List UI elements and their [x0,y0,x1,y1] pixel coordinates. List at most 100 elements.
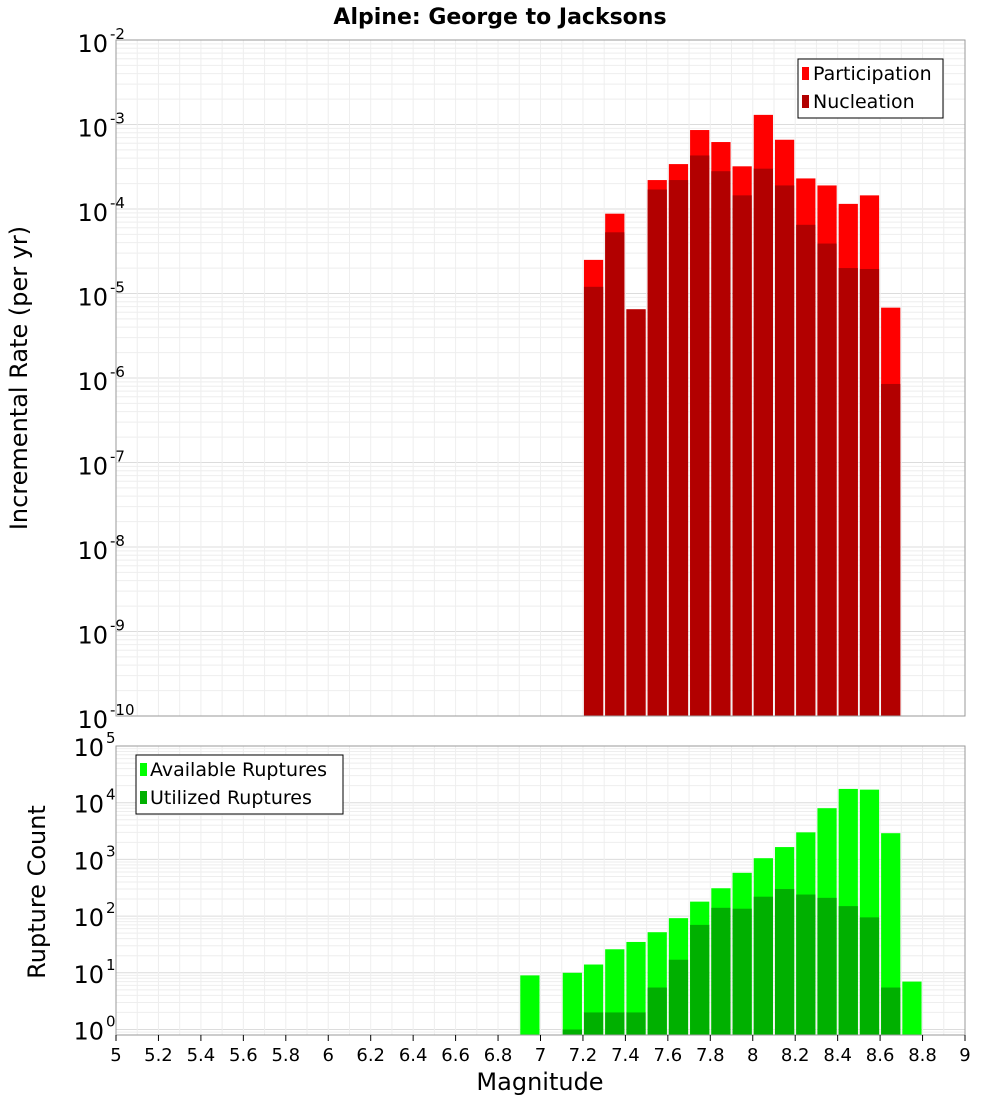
available-legend-swatch [140,763,147,776]
top-bar-nucleation [838,268,858,716]
bottom-bar-utilized-ruptures [732,908,752,1035]
top-legend-box [797,58,944,119]
top-y-axis-label: Incremental Rate (per yr) [5,226,33,530]
bottom-bar-utilized-ruptures [753,896,773,1035]
x-tick-label: 5 [110,1045,121,1066]
top-y-tick-label: 10 [77,115,108,143]
nucleation-legend-label: Nucleation [813,91,915,113]
bottom-bar-utilized-ruptures [626,1012,646,1035]
x-tick-label: 6.6 [441,1045,470,1066]
x-tick-label: 6 [323,1045,334,1066]
top-bar-nucleation [796,224,816,716]
utilized-legend-swatch [140,791,147,804]
utilized-legend-label: Utilized Ruptures [150,787,312,809]
top-y-tick-label: 10 [77,199,108,227]
x-tick-label: 5.4 [187,1045,216,1066]
bottom-bar-utilized-ruptures [838,906,858,1035]
x-tick-label: 6.8 [484,1045,513,1066]
top-bar-nucleation [711,171,731,716]
x-tick-label: 5.8 [271,1045,300,1066]
top-y-tick-label: 10 [77,368,108,396]
bottom-y-tick-exponent: 5 [106,729,116,747]
bottom-legend-box [135,754,344,815]
top-y-tick-exponent: -2 [110,25,125,43]
top-bar-nucleation [859,268,880,716]
bottom-bar-utilized-ruptures [562,1029,582,1035]
bottom-bar-utilized-ruptures [817,897,837,1035]
bottom-y-tick-exponent: 0 [106,1013,116,1031]
top-bar-nucleation [605,232,625,716]
bottom-bar-utilized-ruptures [605,1012,625,1035]
top-y-tick-exponent: -6 [110,363,125,381]
bottom-y-tick-label: 10 [73,734,104,762]
top-bar-nucleation [817,243,837,716]
top-bar-nucleation [774,185,795,717]
top-y-tick-exponent: -4 [110,194,125,212]
top-y-ticks: 10-210-310-410-510-610-710-810-910-10 [77,25,134,734]
available-legend-label: Available Ruptures [150,759,327,781]
top-y-tick-label: 10 [77,706,108,734]
x-tick-label: 8.6 [866,1045,895,1066]
top-bar-nucleation [647,189,667,716]
x-tick-label: 5.2 [144,1045,173,1066]
top-grid [115,39,966,717]
x-tick-label: 7.6 [654,1045,683,1066]
bottom-y-tick-label: 10 [73,961,104,989]
x-tick-label: 7.8 [696,1045,725,1066]
x-tick-label: 7 [535,1045,546,1066]
bottom-y-tick-label: 10 [73,791,104,819]
bottom-bar-available-ruptures [562,972,582,1035]
chart-title: Alpine: George to Jacksons [333,5,666,30]
bottom-bar-utilized-ruptures [711,907,731,1035]
x-ticks: 5 5.2 5.4 5.6 5.8 6 6.2 6.4 6.6 6.8 7 7.2 7.4 7.6 7.8 8… [110,1035,971,1066]
x-tick-label: 7.2 [569,1045,598,1066]
x-tick-label: 6.2 [356,1045,385,1066]
top-bar-nucleation [753,168,773,717]
bottom-bars [520,788,922,1035]
top-y-tick-label: 10 [77,453,108,481]
bottom-y-tick-exponent: 3 [106,842,116,860]
participation-legend-swatch [802,67,809,80]
top-legend: Participation Nucleation [797,58,944,119]
bottom-bar-available-ruptures [520,975,540,1035]
bottom-y-tick-label: 10 [73,1018,104,1046]
bottom-bar-utilized-ruptures [690,924,710,1035]
top-y-tick-label: 10 [77,284,108,312]
top-bar-nucleation [668,180,689,716]
nucleation-legend-swatch [802,95,809,108]
x-tick-label: 8.4 [823,1045,852,1066]
x-tick-label: 8 [747,1045,758,1066]
top-bar-nucleation [626,309,646,716]
bottom-bar-utilized-ruptures [583,1012,604,1035]
x-tick-label: 7.4 [611,1045,640,1066]
top-y-tick-exponent: -3 [110,110,125,128]
x-axis-label: Magnitude [476,1068,603,1096]
bottom-bar-available-ruptures [881,833,901,1035]
top-bars [583,114,901,717]
top-plot-frame [115,39,966,717]
x-tick-label: 6.4 [399,1045,428,1066]
bottom-bar-utilized-ruptures [774,889,795,1035]
x-tick-label: 8.2 [781,1045,810,1066]
top-y-tick-label: 10 [77,537,108,565]
top-y-tick-exponent: -5 [110,279,125,297]
bottom-y-tick-exponent: 1 [106,956,116,974]
top-y-tick-exponent: -10 [110,701,135,719]
top-y-tick-exponent: -7 [110,448,125,466]
bottom-bar-available-ruptures [626,941,646,1035]
bottom-bar-utilized-ruptures [859,917,880,1035]
x-tick-label: 9 [959,1045,970,1066]
bottom-y-axis-label: Rupture Count [23,805,51,979]
top-bar-nucleation [881,383,901,716]
bottom-y-tick-exponent: 4 [106,786,116,804]
top-bar-nucleation [690,155,710,716]
participation-legend-label: Participation [813,63,932,85]
top-bar-nucleation [583,286,604,716]
top-y-tick-label: 10 [77,30,108,58]
top-y-tick-exponent: -8 [110,532,125,550]
bottom-y-tick-label: 10 [73,904,104,932]
bottom-bar-utilized-ruptures [796,894,816,1035]
